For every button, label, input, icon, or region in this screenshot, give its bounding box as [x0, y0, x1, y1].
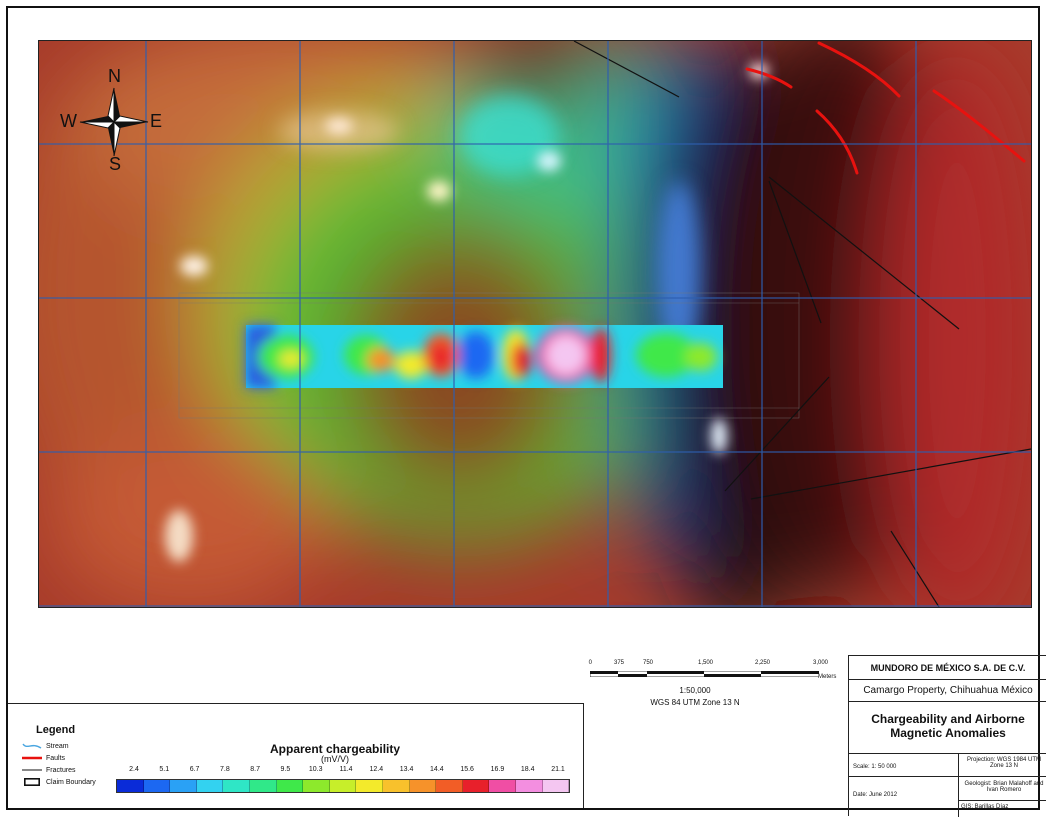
map-projection: Projection: WGS 1984 UTM Zone 13 N: [966, 757, 1042, 769]
colorbar: [116, 779, 570, 793]
map-panel: [38, 40, 1032, 608]
company-name: MUNDORO DE MÉXICO S.A. DE C.V.: [849, 656, 1046, 680]
colorbar-swatch: [143, 780, 171, 792]
colorbar-swatch: [329, 780, 357, 792]
legend-label: Stream: [46, 742, 69, 750]
scale-bar: 0 375 750 1,500 2,250 3,000 Meters 1:50,…: [588, 660, 840, 740]
geophysical-survey-lines: [178, 292, 800, 419]
compass-south-label: S: [109, 154, 122, 174]
fault-line-icon: [22, 756, 42, 760]
legend-label: Claim Boundary: [46, 778, 96, 786]
colorbar-swatch: [542, 780, 570, 792]
fracture-line-icon: [22, 769, 42, 771]
colorbar-tick-label: 13.4: [399, 766, 414, 773]
colorbar-unit: (mV/V): [321, 754, 349, 764]
claim-boundary-icon: [24, 778, 40, 786]
title-block-divider: [958, 800, 1046, 801]
scale-ratio: 1:50,000: [679, 686, 711, 695]
title-block-divider: [958, 754, 959, 817]
colorbar-tick-label: 18.4: [520, 766, 535, 773]
scale-bar-graphic: [590, 671, 819, 677]
map-title-line-1: Chargeability and Airborne: [871, 712, 1025, 726]
map-title-line-2: Magnetic Anomalies: [890, 726, 1006, 740]
scale-tick-label: 0: [588, 660, 593, 666]
colorbar-tick-label: 12.4: [369, 766, 384, 773]
stream-icon: [22, 743, 42, 749]
legend-label: Faults: [46, 754, 66, 762]
colorbar-swatch: [223, 780, 250, 792]
colorbar-labels: 2.4 5.1 6.7 7.8 8.7 9.5 10.3 11.4 12.4 13.4 14.4 15…: [116, 766, 566, 776]
compass-west-label: W: [60, 111, 77, 131]
colorbar-tick-label: 21.1: [551, 766, 565, 773]
scale-tick-label: 750: [642, 660, 654, 666]
colorbar-tick-label: 7.8: [219, 766, 230, 773]
colorbar-swatch: [489, 780, 516, 792]
colorbar-swatch: [462, 780, 490, 792]
colorbar-title: Apparent chargeability: [270, 742, 401, 756]
colorbar-tick-label: 16.9: [490, 766, 505, 773]
compass-east-label: E: [150, 111, 163, 131]
colorbar-tick-label: 5.1: [159, 766, 170, 773]
colorbar-swatch: [276, 780, 304, 792]
title-block-divider: [849, 776, 1046, 777]
colorbar-tick-label: 8.7: [250, 766, 261, 773]
magnetic-anomaly-map: [39, 41, 1031, 607]
colorbar-tick-label: 14.4: [430, 766, 444, 773]
scale-tick-label: 375: [613, 660, 625, 666]
colorbar-swatch: [170, 780, 197, 792]
map-date: Date: June 2012: [853, 792, 898, 798]
legend-item-claim-boundary: Claim Boundary: [22, 778, 96, 786]
datum-label: WGS 84 UTM Zone 13 N: [650, 698, 740, 707]
compass-rose-icon: [79, 87, 149, 157]
chargeability-section: [246, 325, 723, 388]
title-block: MUNDORO DE MÉXICO S.A. DE C.V. Camargo P…: [848, 655, 1046, 817]
colorbar-swatch: [249, 780, 277, 792]
map-grid: [39, 41, 1031, 607]
scale-units: Meters: [818, 674, 837, 680]
colorbar-tick-label: 11.4: [339, 766, 353, 773]
legend-title: Legend: [36, 724, 76, 736]
colorbar-swatch: [356, 780, 383, 792]
geologist-credit: Geologist: Brian Malahoff and Ivan Romer…: [964, 781, 1044, 793]
colorbar-swatch: [436, 780, 463, 792]
legend-label: Fractures: [46, 766, 76, 774]
property-name: Camargo Property, Chihuahua México: [849, 680, 1046, 702]
scale-tick-label: 1,500: [697, 660, 714, 666]
colorbar-swatch: [515, 780, 543, 792]
colorbar-tick-label: 2.4: [129, 766, 139, 773]
legend-panel: Legend Stream Faults Fractures Claim Bou…: [8, 703, 584, 808]
scale-tick-label: 2,250: [754, 660, 771, 666]
north-arrow: N S W E: [58, 66, 168, 178]
colorbar-swatch: [196, 780, 224, 792]
scale-tick-label: 3,000: [812, 660, 829, 666]
map-scale-text: Scale: 1: 50 000: [853, 764, 897, 770]
colorbar-swatch: [382, 780, 410, 792]
gis-credit: GIS: Barillas Díaz: [961, 804, 1009, 810]
legend-item-stream: Stream: [22, 742, 69, 750]
colorbar-swatch: [409, 780, 437, 792]
fractures: [573, 41, 1031, 607]
compass-north-label: N: [108, 66, 121, 86]
colorbar-tick-label: 9.5: [280, 766, 291, 773]
colorbar-swatch: [117, 780, 144, 792]
scale-ticks: 0 375 750 1,500 2,250 3,000: [588, 660, 830, 670]
colorbar-tick-label: 10.3: [308, 766, 323, 773]
map-title: Chargeability and Airborne Magnetic Anom…: [849, 702, 1046, 754]
legend-item-faults: Faults: [22, 754, 65, 762]
colorbar-swatch: [303, 780, 330, 792]
faults: [745, 41, 1026, 175]
colorbar-tick-label: 6.7: [189, 766, 200, 773]
legend-item-fractures: Fractures: [22, 766, 76, 774]
colorbar-tick-label: 15.6: [460, 766, 474, 773]
